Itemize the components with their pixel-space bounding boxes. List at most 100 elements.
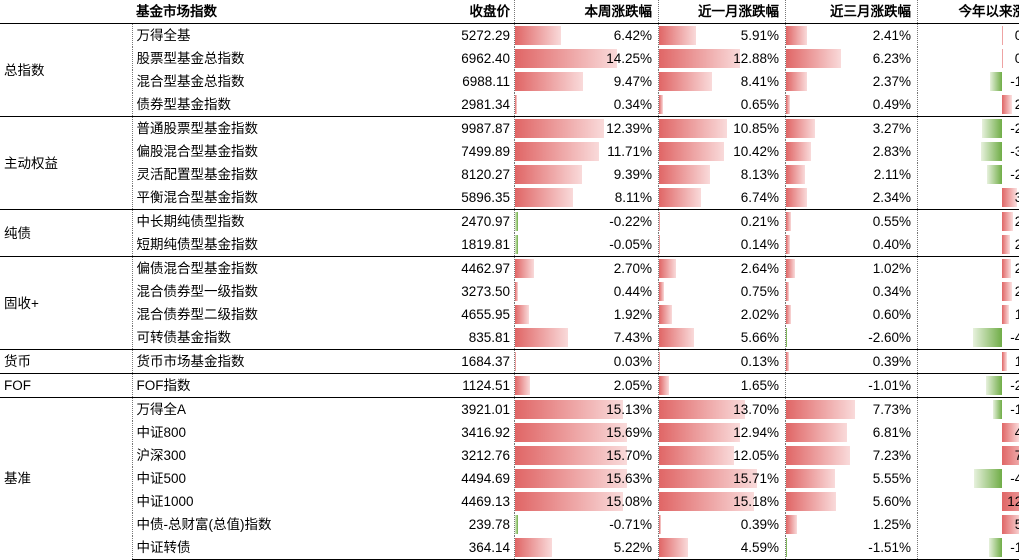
positive-databar (659, 305, 672, 324)
positive-databar (515, 119, 604, 138)
month3-change-value: 7.73% (873, 402, 911, 417)
week-change-cell: 7.43% (515, 326, 659, 350)
positive-databar (786, 515, 797, 534)
close-price: 1684.37 (384, 350, 515, 374)
month1-change-value: 0.13% (741, 354, 779, 369)
month1-change-value: 12.88% (733, 51, 779, 66)
month1-change-value: 8.41% (741, 74, 779, 89)
week-change-cell: 0.34% (515, 93, 659, 117)
ytd-change-value: 0.43% (1015, 28, 1019, 43)
month3-change-cell: 6.81% (786, 421, 918, 444)
positive-databar (659, 515, 661, 534)
week-change-cell: 15.69% (515, 421, 659, 444)
positive-databar (1002, 235, 1011, 254)
month1-change-value: 10.42% (733, 144, 779, 159)
positive-databar (1002, 282, 1012, 301)
month3-change-cell: 2.11% (786, 163, 918, 186)
index-name: 万得全基 (132, 24, 384, 48)
index-name: 债券型基金指数 (132, 93, 384, 117)
positive-databar (786, 492, 836, 511)
month3-change-value: 2.83% (873, 144, 911, 159)
positive-databar (659, 538, 688, 557)
group-label: 主动权益 (0, 117, 132, 210)
ytd-change-value: -4.35% (1010, 330, 1019, 345)
month1-change-cell: 6.74% (659, 186, 786, 210)
week-change-cell: -0.22% (515, 210, 659, 234)
week-change-value: 8.11% (615, 190, 652, 205)
header-week-change: 本周涨跌幅 (515, 0, 659, 24)
week-change-cell: 15.08% (515, 490, 659, 513)
week-change-value: 6.42% (614, 28, 652, 43)
positive-databar (659, 259, 676, 278)
positive-databar (659, 212, 660, 231)
week-change-value: 2.70% (614, 261, 652, 276)
positive-databar (515, 538, 552, 557)
positive-databar (786, 259, 795, 278)
month3-change-value: 2.41% (873, 28, 911, 43)
month1-change-cell: 0.14% (659, 233, 786, 257)
positive-databar (659, 352, 660, 371)
ytd-change-value: -3.19% (1010, 144, 1019, 159)
positive-databar (786, 49, 841, 68)
positive-databar (786, 72, 807, 91)
month3-change-value: 0.55% (873, 214, 911, 229)
month3-change-cell: 0.39% (786, 350, 918, 374)
index-name: 万得全A (132, 398, 384, 422)
positive-databar (659, 119, 727, 138)
index-name: 偏股混合型基金指数 (132, 140, 384, 163)
ytd-change-cell: 4.67% (918, 421, 1019, 444)
week-change-value: 5.22% (614, 540, 652, 555)
month1-change-value: 10.85% (733, 121, 779, 136)
close-price: 4469.13 (384, 490, 515, 513)
positive-databar (659, 235, 660, 254)
positive-databar (786, 446, 850, 465)
month3-change-value: -1.01% (868, 378, 911, 393)
month3-change-value: 0.39% (873, 354, 911, 369)
month3-change-value: 0.34% (873, 284, 911, 299)
week-change-value: 11.71% (607, 144, 652, 159)
positive-databar (515, 259, 534, 278)
close-price: 835.81 (384, 326, 515, 350)
close-price: 3273.50 (384, 280, 515, 303)
negative-databar (786, 376, 787, 395)
month1-change-cell: 0.13% (659, 350, 786, 374)
positive-databar (515, 328, 568, 347)
close-price: 4655.95 (384, 303, 515, 326)
positive-databar (786, 352, 789, 371)
positive-databar (1002, 95, 1012, 114)
negative-databar (981, 142, 1002, 161)
ytd-change-value: 7.94% (1015, 448, 1019, 463)
positive-databar (515, 95, 517, 114)
week-change-value: 9.39% (614, 167, 652, 182)
positive-databar (1002, 212, 1014, 231)
month1-change-cell: 0.75% (659, 280, 786, 303)
close-price: 4494.69 (384, 467, 515, 490)
month1-change-value: 0.14% (741, 237, 779, 252)
ytd-change-cell: 7.94% (918, 444, 1019, 467)
month3-change-cell: 0.49% (786, 93, 918, 117)
index-name: 可转债基金指数 (132, 326, 384, 350)
month1-change-cell: 1.65% (659, 374, 786, 398)
negative-databar (987, 165, 1002, 184)
week-change-cell: 15.13% (515, 398, 659, 422)
month1-change-cell: 8.41% (659, 70, 786, 93)
positive-databar (659, 400, 745, 419)
header-row: 基金市场指数 收盘价 本周涨跌幅 近一月涨跌幅 近三月涨跌幅 今年以来涨跌幅 (0, 0, 1019, 24)
week-change-value: 15.13% (606, 402, 652, 417)
positive-databar (659, 72, 712, 91)
month1-change-cell: 5.91% (659, 24, 786, 48)
close-price: 5896.35 (384, 186, 515, 210)
index-name: 股票型基金总指数 (132, 47, 384, 70)
positive-databar (515, 142, 599, 161)
positive-databar (515, 72, 583, 91)
month1-change-cell: 15.71% (659, 467, 786, 490)
month1-change-value: 12.05% (733, 448, 779, 463)
month3-change-value: 6.81% (873, 425, 911, 440)
positive-databar (1002, 352, 1007, 371)
week-change-cell: 12.39% (515, 117, 659, 141)
